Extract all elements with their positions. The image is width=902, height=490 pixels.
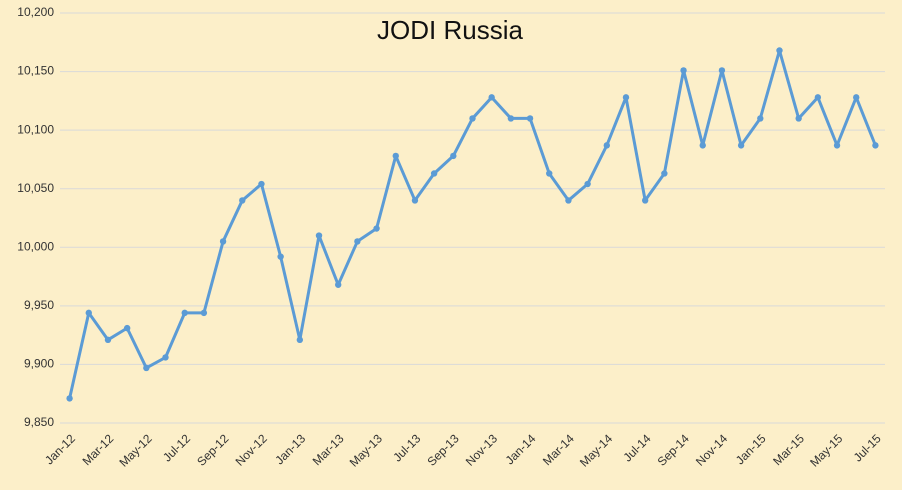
point <box>181 309 188 317</box>
point <box>507 115 515 122</box>
point <box>853 94 860 101</box>
point <box>641 197 649 204</box>
x-tick-label: Jul-13 <box>390 431 423 464</box>
y-tick-label: 10,200 <box>17 5 54 19</box>
point <box>85 309 92 317</box>
y-tick-label: 10,100 <box>17 122 54 136</box>
y-tick-label: 10,050 <box>17 181 54 195</box>
x-tick-label: Mar-15 <box>770 431 807 468</box>
point <box>162 354 169 361</box>
y-tick-label: 10,000 <box>17 239 54 253</box>
y-tick-label: 9,950 <box>24 298 54 312</box>
point <box>239 197 246 204</box>
point <box>277 253 284 260</box>
point <box>334 281 342 288</box>
y-tick-label: 9,850 <box>24 415 54 429</box>
point <box>584 180 591 188</box>
point <box>258 180 265 188</box>
x-tick-label: Sep-14 <box>655 431 692 468</box>
point <box>373 225 380 232</box>
y-tick-label: 10,150 <box>17 64 54 78</box>
point <box>737 142 745 149</box>
point <box>411 197 419 204</box>
x-tick-label: May-13 <box>347 431 385 469</box>
x-tick-label: Jul-12 <box>160 431 193 464</box>
point <box>469 115 476 122</box>
x-tick-label: Jan-14 <box>503 431 539 467</box>
point <box>104 336 112 344</box>
point <box>66 395 73 402</box>
point <box>757 115 764 122</box>
x-tick-label: May-12 <box>117 431 155 469</box>
point <box>392 152 399 160</box>
point <box>622 94 630 101</box>
x-tick-label: Jan-15 <box>733 431 769 467</box>
point <box>814 94 822 101</box>
point <box>200 309 208 317</box>
x-tick-label: Nov-12 <box>233 431 270 468</box>
y-tick-label: 9,900 <box>24 357 54 371</box>
point <box>795 115 802 122</box>
point <box>680 67 687 74</box>
x-tick-label: Nov-14 <box>693 431 730 468</box>
point <box>123 324 131 332</box>
point <box>450 152 457 160</box>
x-tick-label: Mar-12 <box>80 431 117 468</box>
x-tick-label: Sep-12 <box>194 431 231 468</box>
x-tick-label: Sep-13 <box>424 431 461 468</box>
x-tick-label: May-14 <box>577 431 615 469</box>
point <box>526 115 534 122</box>
chart-title: JODI Russia <box>377 15 523 45</box>
x-tick-label: May-15 <box>807 431 845 469</box>
point <box>315 232 323 239</box>
point <box>488 94 495 101</box>
point <box>776 47 783 54</box>
point <box>603 142 611 149</box>
point <box>565 197 572 204</box>
x-tick-label: Mar-14 <box>540 431 577 468</box>
point <box>143 364 150 372</box>
x-tick-label: Jul-15 <box>851 431 884 464</box>
x-tick-label: Jan-12 <box>42 431 78 467</box>
x-tick-label: Nov-13 <box>463 431 500 468</box>
point <box>699 142 706 149</box>
point <box>872 142 879 149</box>
point <box>430 170 438 177</box>
point <box>546 170 553 177</box>
point <box>718 67 726 74</box>
point <box>661 170 668 177</box>
point <box>296 336 304 344</box>
point <box>219 238 227 245</box>
point <box>833 142 841 149</box>
line <box>68 48 877 399</box>
x-tick-label: Jan-13 <box>272 431 308 467</box>
point <box>354 238 361 245</box>
x-tick-label: Mar-13 <box>310 431 347 468</box>
x-tick-label: Jul-14 <box>621 431 654 464</box>
